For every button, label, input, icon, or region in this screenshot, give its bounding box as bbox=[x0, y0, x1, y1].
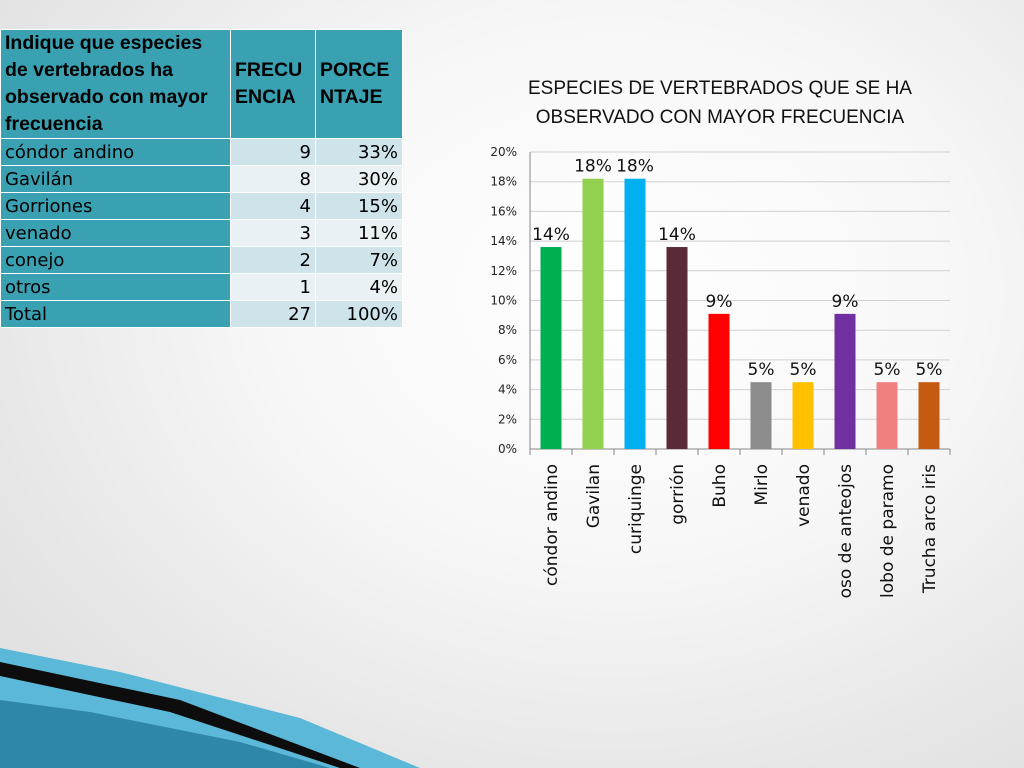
bar-3 bbox=[624, 178, 646, 450]
table-row: conejo 2 7% bbox=[0, 246, 403, 274]
row-species: otros bbox=[0, 273, 231, 301]
table-header-row: Indique que especies de vertebrados ha o… bbox=[0, 29, 403, 139]
y-tick-label: 2% bbox=[498, 412, 517, 426]
category-label: Trucha arco iris bbox=[920, 464, 940, 594]
y-tick-label: 20% bbox=[490, 145, 517, 159]
corner-dark-band bbox=[0, 700, 330, 768]
table-row: Gavilán 8 30% bbox=[0, 165, 403, 193]
row-species: Total bbox=[0, 300, 231, 328]
y-tick-label: 4% bbox=[498, 383, 517, 397]
table-row: venado 3 11% bbox=[0, 219, 403, 247]
y-tick-label: 14% bbox=[490, 234, 517, 248]
data-label: 14% bbox=[532, 225, 570, 245]
table-row: cóndor andino 9 33% bbox=[0, 138, 403, 166]
table-row: otros 1 4% bbox=[0, 273, 403, 301]
corner-black-stripe bbox=[0, 662, 360, 768]
category-label: venado bbox=[794, 464, 814, 527]
bar-2 bbox=[582, 178, 604, 450]
row-species: conejo bbox=[0, 246, 231, 274]
y-tick-label: 10% bbox=[490, 294, 517, 308]
data-label: 5% bbox=[748, 360, 775, 380]
frequency-table: Indique que especies de vertebrados ha o… bbox=[0, 29, 403, 328]
data-label: 5% bbox=[874, 360, 901, 380]
data-label: 18% bbox=[574, 157, 612, 177]
table-total-row: Total 27 100% bbox=[0, 300, 403, 328]
bar-1 bbox=[540, 247, 562, 449]
row-percentage: 4% bbox=[315, 273, 403, 301]
row-species: cóndor andino bbox=[0, 138, 231, 166]
header-species: Indique que especies de vertebrados ha o… bbox=[0, 29, 231, 139]
data-label: 18% bbox=[616, 157, 654, 177]
category-label: gorrión bbox=[668, 464, 688, 525]
row-percentage: 30% bbox=[315, 165, 403, 193]
category-label: cóndor andino bbox=[542, 464, 562, 586]
bar-10 bbox=[918, 382, 940, 449]
category-label: oso de anteojos bbox=[836, 464, 856, 599]
y-tick-label: 18% bbox=[490, 175, 517, 189]
bar-4 bbox=[666, 247, 688, 449]
category-label: Gavilan bbox=[584, 464, 604, 528]
data-label: 14% bbox=[658, 225, 696, 245]
row-percentage: 7% bbox=[315, 246, 403, 274]
chart-title: ESPECIES DE VERTEBRADOS QUE SE HA OBSERV… bbox=[528, 78, 912, 128]
data-label: 9% bbox=[832, 292, 859, 312]
bar-8 bbox=[834, 313, 856, 449]
row-frequency: 8 bbox=[230, 165, 316, 193]
y-tick-label: 12% bbox=[490, 264, 517, 278]
data-label: 9% bbox=[706, 292, 733, 312]
bar-6 bbox=[750, 382, 772, 449]
header-percentage: PORCENTAJE bbox=[315, 29, 403, 139]
row-frequency: 3 bbox=[230, 219, 316, 247]
y-tick-label: 6% bbox=[498, 353, 517, 367]
header-frequency: FRECUENCIA bbox=[230, 29, 316, 139]
category-label: lobo de paramo bbox=[878, 464, 898, 598]
y-tick-label: 16% bbox=[490, 204, 517, 218]
row-percentage: 11% bbox=[315, 219, 403, 247]
bar-9 bbox=[876, 382, 898, 449]
y-tick-label: 0% bbox=[498, 442, 517, 456]
bar-7 bbox=[792, 382, 814, 449]
row-frequency: 27 bbox=[230, 300, 316, 328]
category-label: Buho bbox=[710, 464, 730, 508]
data-label: 5% bbox=[916, 360, 943, 380]
row-species: Gorriones bbox=[0, 192, 231, 220]
category-label: curiquinge bbox=[626, 464, 646, 554]
bar-5 bbox=[708, 313, 730, 449]
y-tick-label: 8% bbox=[498, 323, 517, 337]
category-label: Mirlo bbox=[752, 464, 772, 506]
data-label: 5% bbox=[790, 360, 817, 380]
row-percentage: 100% bbox=[315, 300, 403, 328]
row-percentage: 15% bbox=[315, 192, 403, 220]
row-percentage: 33% bbox=[315, 138, 403, 166]
row-frequency: 9 bbox=[230, 138, 316, 166]
row-species: Gavilán bbox=[0, 165, 231, 193]
